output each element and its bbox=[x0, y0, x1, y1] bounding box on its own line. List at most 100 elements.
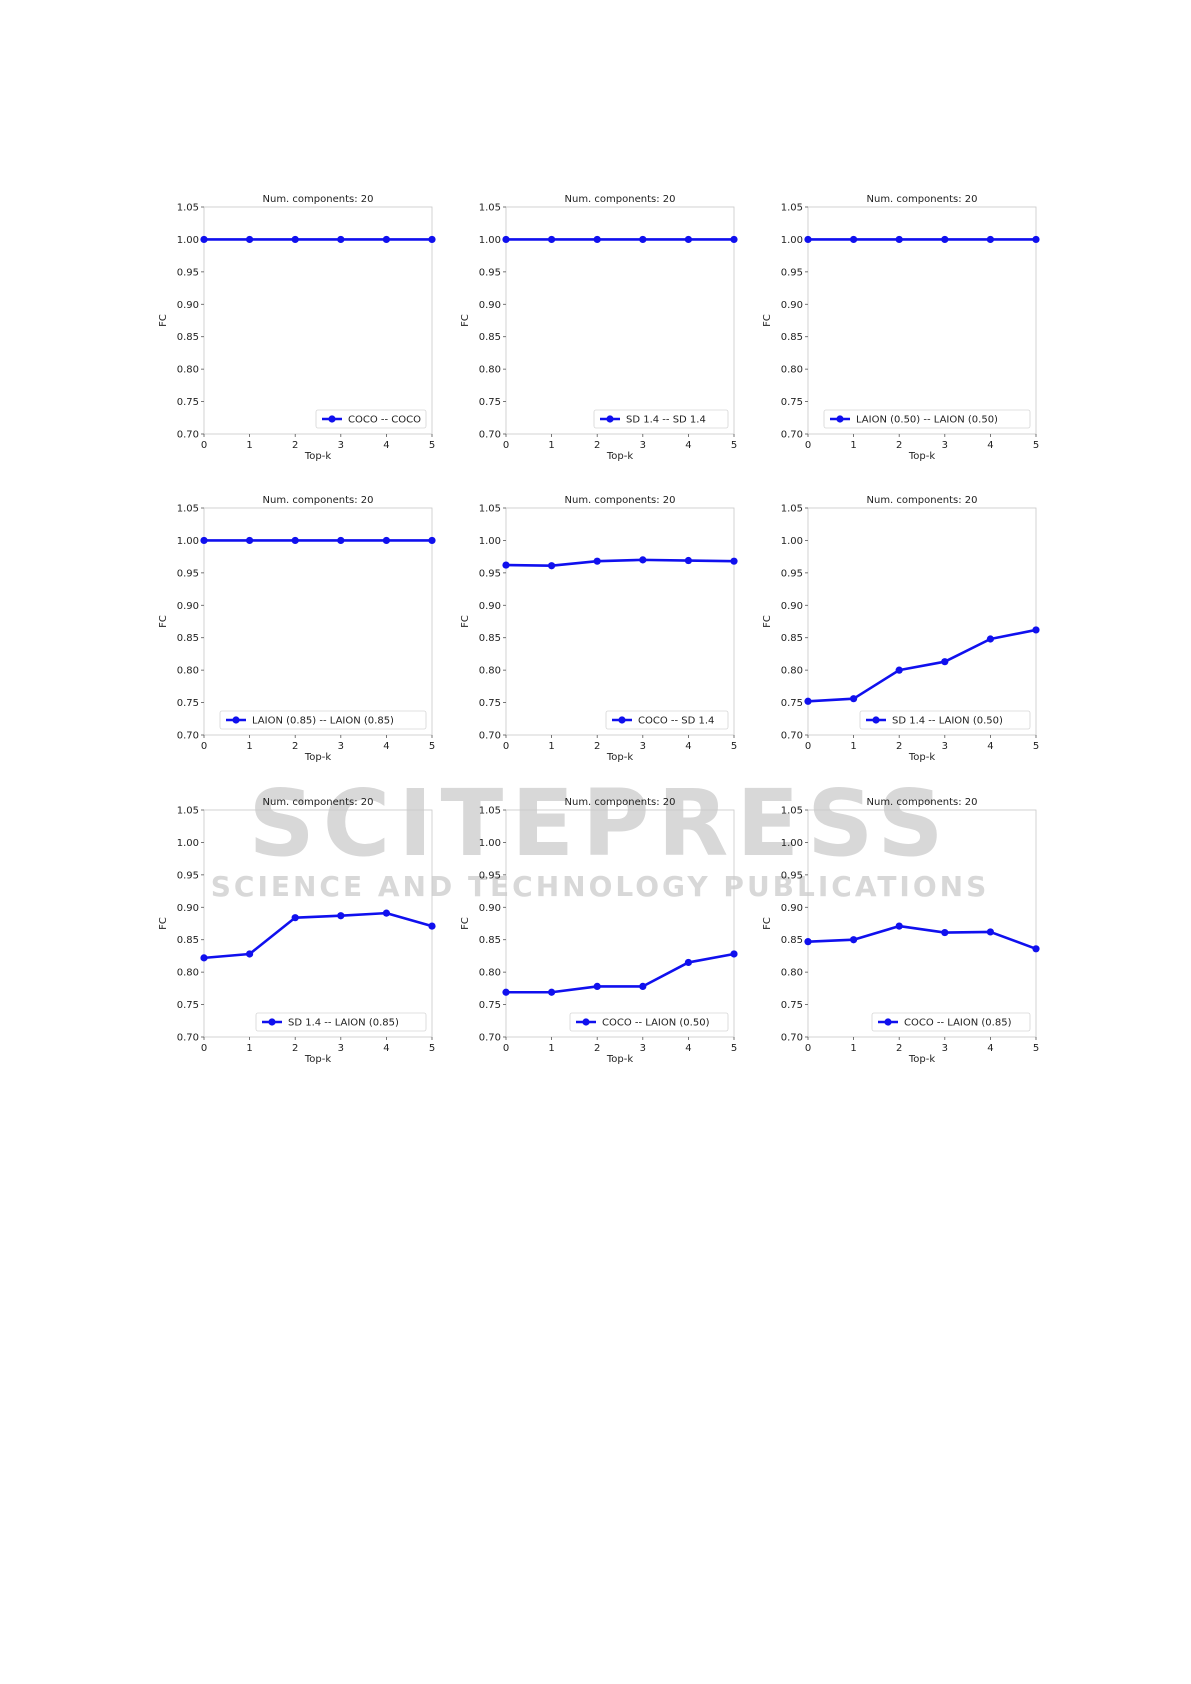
y-tick-label: 0.90 bbox=[177, 300, 199, 311]
data-point bbox=[548, 562, 556, 570]
subplot-6: Num. components: 20 0.70 0.75 0.80 0.85 0.90 0… bbox=[762, 495, 1040, 763]
x-tick-label: 4 bbox=[383, 440, 389, 451]
chart-title: Num. components: 20 bbox=[263, 797, 374, 808]
y-tick-label: 0.80 bbox=[781, 968, 803, 979]
y-tick-label: 0.80 bbox=[781, 365, 803, 376]
y-tick-label: 0.70 bbox=[781, 731, 803, 742]
y-tick-label: 0.95 bbox=[479, 568, 501, 579]
y-tick-label: 0.90 bbox=[781, 903, 803, 914]
subplot-5: Num. components: 20 0.70 0.75 0.80 0.85 0.90 0… bbox=[460, 495, 738, 763]
y-axis-label: FC bbox=[762, 917, 773, 930]
data-point bbox=[804, 697, 812, 705]
y-tick-label: 0.90 bbox=[177, 601, 199, 612]
legend-marker bbox=[328, 415, 336, 423]
series-line bbox=[807, 924, 1037, 951]
y-axis-label: FC bbox=[158, 314, 169, 327]
y-tick-label: 0.75 bbox=[177, 397, 199, 408]
data-point bbox=[502, 988, 510, 996]
y-tick-label: 0.85 bbox=[781, 633, 803, 644]
y-tick-label: 0.85 bbox=[177, 633, 199, 644]
legend-box bbox=[593, 409, 729, 429]
plot-frame bbox=[807, 206, 1037, 435]
x-tick-label: 0 bbox=[201, 1043, 207, 1054]
y-tick-label: 0.90 bbox=[781, 601, 803, 612]
y-tick-label: 0.75 bbox=[177, 698, 199, 709]
x-tick-label: 2 bbox=[292, 440, 298, 451]
legend-box bbox=[871, 1012, 1031, 1032]
x-tick-label: 0 bbox=[201, 440, 207, 451]
x-tick-label: 5 bbox=[429, 741, 435, 752]
x-tick-label: 5 bbox=[429, 440, 435, 451]
y-tick-label: 0.95 bbox=[781, 568, 803, 579]
plot-frame bbox=[203, 206, 433, 435]
data-point bbox=[895, 235, 903, 244]
x-tick-label: 3 bbox=[338, 741, 344, 752]
x-tick-label: 2 bbox=[594, 1043, 600, 1054]
data-point bbox=[941, 235, 949, 244]
y-axis-label: FC bbox=[158, 615, 169, 628]
legend-box bbox=[569, 1012, 729, 1032]
y-tick-label: 1.05 bbox=[177, 203, 199, 214]
x-tick-label: 4 bbox=[987, 1043, 993, 1054]
x-tick-label: 1 bbox=[548, 1043, 554, 1054]
data-point bbox=[639, 235, 647, 244]
subplot-7: Num. components: 20 0.70 0.75 0.80 0.85 0.90 0… bbox=[158, 797, 436, 1065]
x-tick-label: 1 bbox=[548, 741, 554, 752]
legend-box bbox=[823, 409, 1031, 429]
y-tick-label: 0.80 bbox=[177, 365, 199, 376]
plot-frame bbox=[505, 809, 735, 1038]
data-point bbox=[382, 909, 390, 917]
x-tick-label: 3 bbox=[338, 440, 344, 451]
y-tick-label: 1.05 bbox=[479, 806, 501, 817]
y-tick-label: 0.90 bbox=[479, 601, 501, 612]
data-point bbox=[639, 556, 647, 564]
y-tick-label: 0.75 bbox=[781, 1000, 803, 1011]
y-tick-label: 1.05 bbox=[781, 203, 803, 214]
legend-marker bbox=[606, 415, 614, 423]
subplot-4: Num. components: 20 0.70 0.75 0.80 0.85 0.90 0… bbox=[158, 495, 436, 763]
y-tick-label: 1.00 bbox=[177, 838, 199, 849]
x-tick-label: 1 bbox=[548, 440, 554, 451]
x-tick-label: 0 bbox=[503, 440, 509, 451]
data-point bbox=[291, 536, 299, 545]
data-point bbox=[337, 912, 345, 920]
legend-label: SD 1.4 -- SD 1.4 bbox=[626, 415, 706, 426]
y-tick-label: 0.85 bbox=[177, 332, 199, 343]
y-tick-label: 0.70 bbox=[177, 1033, 199, 1044]
chart-title: Num. components: 20 bbox=[867, 797, 978, 808]
y-tick-label: 0.95 bbox=[479, 870, 501, 881]
data-point bbox=[502, 561, 510, 569]
y-tick-label: 0.75 bbox=[479, 1000, 501, 1011]
y-tick-label: 0.70 bbox=[479, 731, 501, 742]
legend-label: LAION (0.85) -- LAION (0.85) bbox=[252, 716, 394, 727]
data-point bbox=[382, 536, 390, 545]
plot-frame bbox=[203, 809, 433, 1038]
y-tick-label: 0.75 bbox=[479, 698, 501, 709]
data-point bbox=[291, 914, 299, 922]
data-point bbox=[850, 695, 858, 703]
y-tick-label: 0.70 bbox=[177, 731, 199, 742]
data-point bbox=[382, 235, 390, 244]
y-tick-label: 0.75 bbox=[479, 397, 501, 408]
data-point bbox=[804, 235, 812, 244]
legend-label: COCO -- COCO bbox=[348, 415, 421, 426]
x-tick-label: 5 bbox=[429, 1043, 435, 1054]
y-tick-label: 0.85 bbox=[479, 935, 501, 946]
y-tick-label: 0.70 bbox=[479, 1033, 501, 1044]
data-point bbox=[895, 666, 903, 674]
subplot-8: Num. components: 20 0.70 0.75 0.80 0.85 0.90 0… bbox=[460, 797, 738, 1065]
y-tick-label: 0.80 bbox=[479, 666, 501, 677]
y-tick-label: 0.90 bbox=[479, 300, 501, 311]
y-tick-label: 0.75 bbox=[781, 698, 803, 709]
x-axis-label: Top-k bbox=[606, 451, 633, 462]
x-tick-label: 3 bbox=[640, 440, 646, 451]
data-point bbox=[941, 928, 949, 937]
data-point bbox=[337, 235, 345, 244]
legend-marker bbox=[582, 1018, 590, 1026]
data-point bbox=[200, 235, 208, 244]
data-point bbox=[1032, 626, 1040, 634]
x-tick-label: 4 bbox=[685, 1043, 691, 1054]
data-point bbox=[684, 958, 693, 967]
x-tick-label: 0 bbox=[503, 741, 509, 752]
y-tick-label: 0.95 bbox=[177, 870, 199, 881]
